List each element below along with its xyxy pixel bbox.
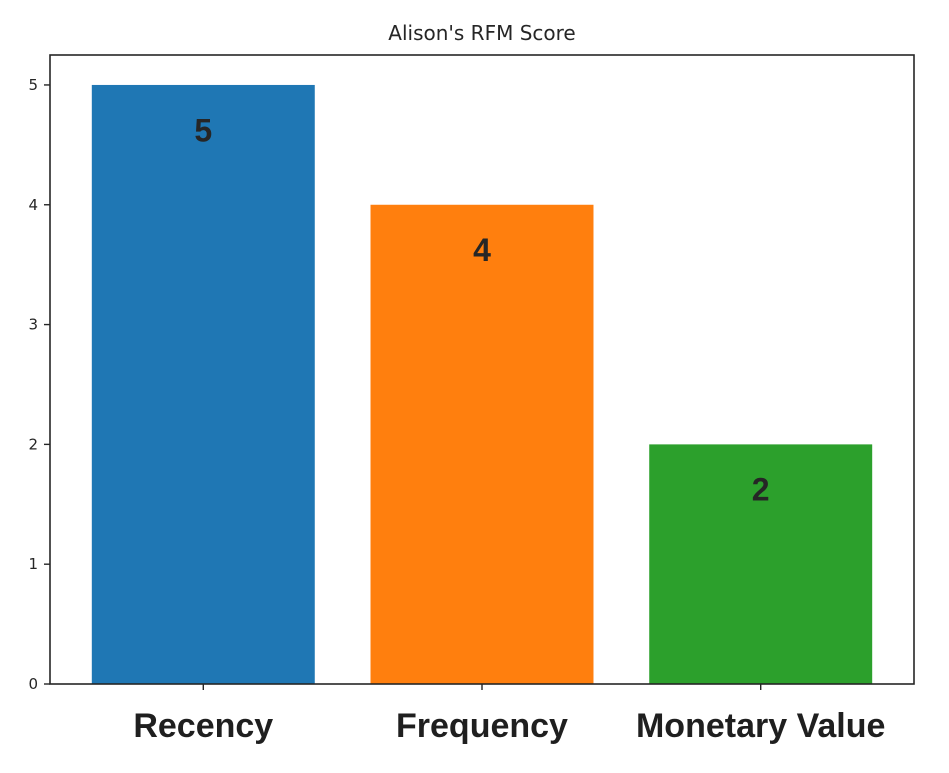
- bar-monetary-value: [649, 444, 873, 684]
- bar-frequency: [370, 204, 594, 684]
- bars-layer: [91, 84, 873, 684]
- data-label-frequency: 4: [473, 232, 491, 268]
- y-tick-label: 3: [28, 316, 38, 334]
- x-axis: Recency Frequency Monetary Value: [133, 684, 885, 745]
- x-tick-label: Recency: [133, 707, 273, 745]
- y-tick-label: 2: [28, 435, 38, 453]
- y-axis: 0 1 2 3 4 5: [28, 76, 50, 693]
- data-label-recency: 5: [194, 112, 212, 148]
- plot-area-frame: [49, 54, 915, 685]
- y-tick-label: 5: [28, 76, 38, 94]
- data-labels-layer: 5 4 2: [194, 112, 769, 507]
- y-tick-label: 0: [28, 675, 38, 693]
- x-tick-label: Monetary Value: [636, 707, 885, 745]
- bar-recency: [91, 84, 315, 684]
- data-label-monetary-value: 2: [752, 472, 770, 508]
- x-tick-label: Frequency: [396, 707, 568, 745]
- y-tick-label: 1: [28, 555, 38, 573]
- y-tick-label: 4: [28, 196, 38, 214]
- chart-title: Alison's RFM Score: [388, 21, 575, 45]
